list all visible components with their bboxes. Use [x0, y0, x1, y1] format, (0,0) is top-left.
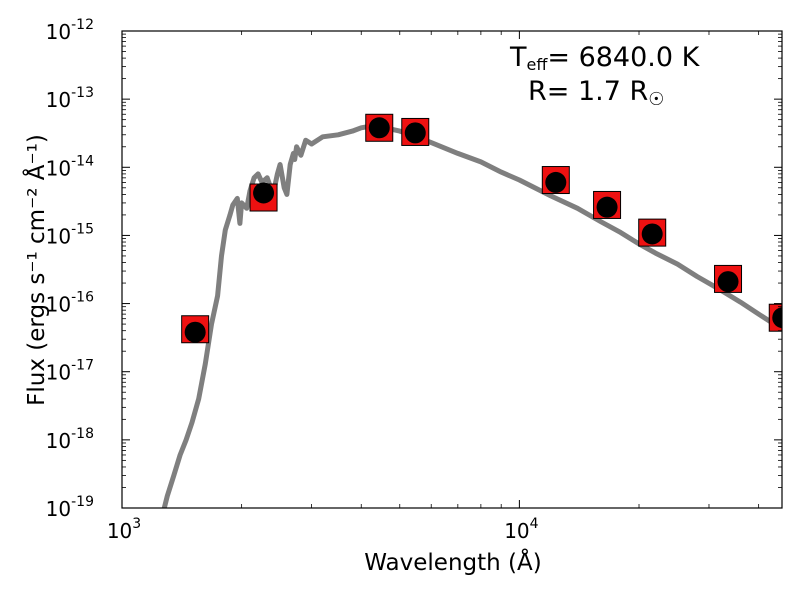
plot-area — [161, 113, 782, 508]
plot-frame — [121, 30, 783, 509]
y-tick-label: 10-12 — [46, 17, 94, 44]
y-axis-label: Flux (ergs s⁻¹ cm⁻² Å⁻¹) — [24, 134, 50, 406]
radius-annotation: R= 1.7 R☉ — [528, 78, 664, 109]
y-tick-label: 10-18 — [46, 426, 94, 453]
teff-annotation: Teff= 6840.0 K — [510, 44, 699, 73]
model-flux-marker — [641, 223, 663, 245]
y-tick-label: 10-19 — [46, 494, 94, 521]
y-tick-label: 10-17 — [46, 358, 94, 385]
x-tick-label: 103 — [107, 516, 141, 543]
model-flux-marker — [772, 307, 782, 329]
model-flux-marker — [596, 196, 618, 218]
model-flux-marker — [717, 271, 739, 293]
model-sed-line — [161, 123, 782, 508]
y-tick-label: 10-13 — [46, 85, 94, 112]
model-flux-marker — [545, 171, 567, 193]
model-flux-marker — [368, 117, 390, 139]
y-tick-label: 10-15 — [46, 221, 94, 248]
model-flux-marker — [253, 182, 275, 204]
y-tick-label: 10-14 — [46, 153, 94, 180]
teff-label: T — [510, 42, 527, 73]
teff-subscript: eff — [526, 55, 548, 74]
radius-text: R= 1.7 R — [528, 76, 649, 107]
x-tick-label: 104 — [504, 516, 538, 543]
axis-ticks: 10-19 10-18 10-17 10-16 10-15 10-14 10-13 10-12… — [46, 17, 782, 543]
x-axis-label: Wavelength (Å) — [364, 550, 542, 576]
sun-symbol: ☉ — [648, 89, 665, 110]
y-tick-label: 10-16 — [46, 290, 94, 317]
teff-value: = 6840.0 K — [547, 42, 700, 73]
model-flux-marker — [184, 321, 206, 343]
model-flux-marker — [404, 122, 426, 144]
